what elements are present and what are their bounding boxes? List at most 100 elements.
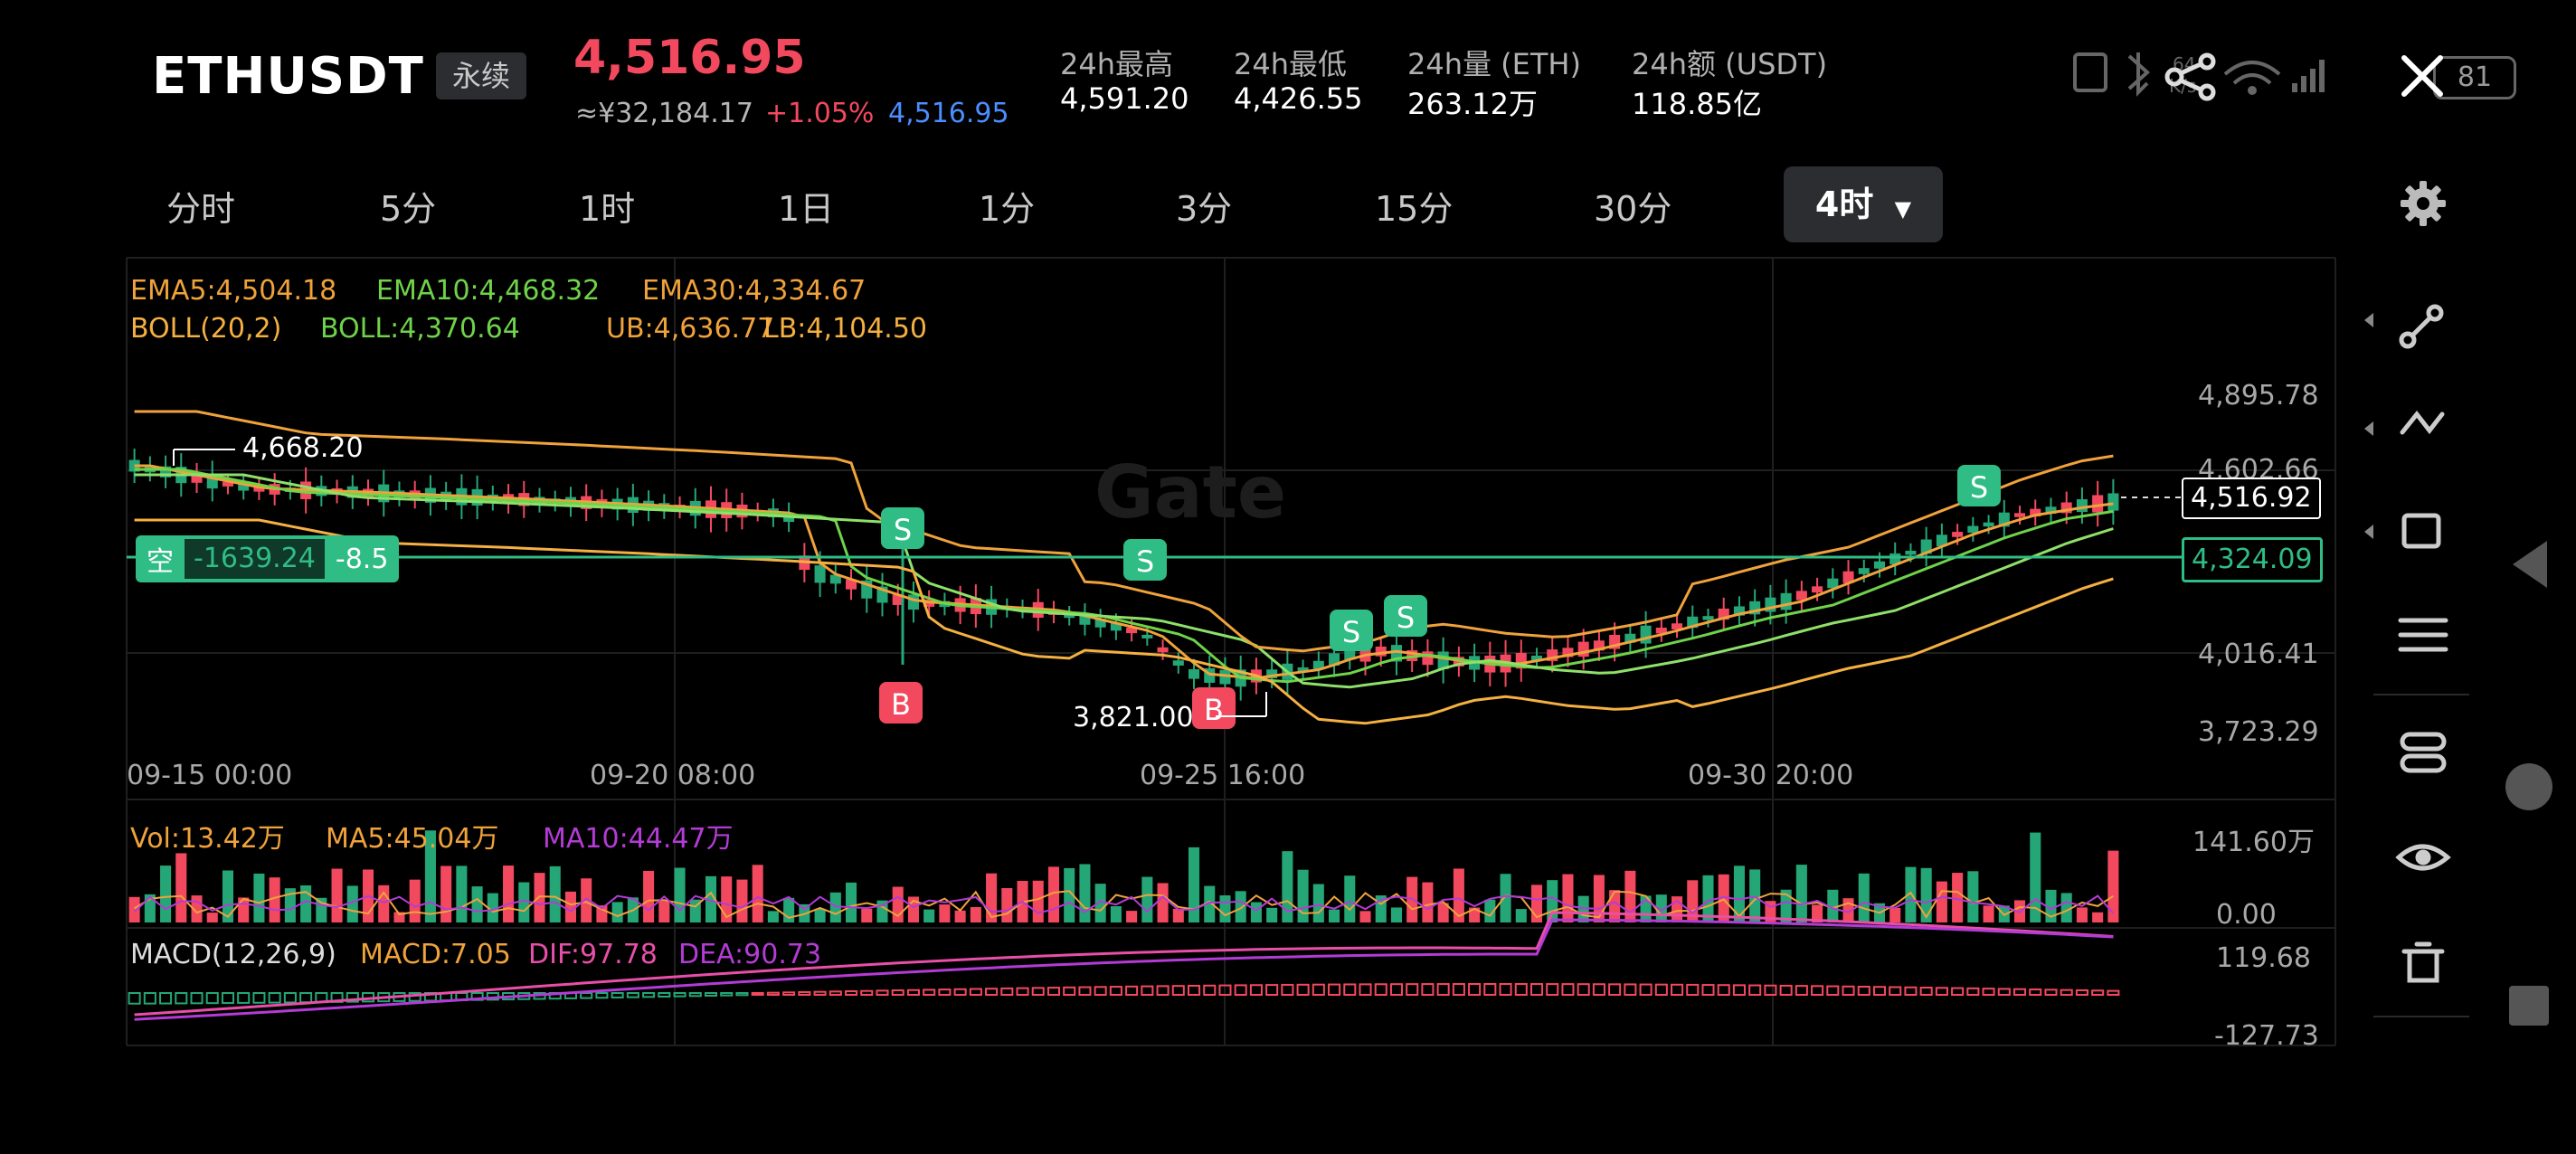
volume-bar: [1780, 889, 1792, 922]
macd-histogram-bar: [953, 988, 967, 997]
macd-histogram-bar: [1468, 983, 1482, 996]
macd-histogram-bar: [1982, 988, 1995, 996]
symbol-title[interactable]: ETHUSDT: [152, 47, 424, 106]
volume-bar: [1157, 883, 1169, 922]
sliders-icon[interactable]: [2398, 618, 2448, 652]
volume-bar: [581, 878, 592, 922]
ema30-value: EMA30:4,334.67: [642, 275, 867, 307]
connect-line-icon[interactable]: [2399, 304, 2444, 349]
macd-axis-min: -127.73: [2214, 1020, 2319, 1052]
volume-bar: [1329, 909, 1340, 922]
nfc-icon: [2073, 52, 2107, 92]
tab-15m[interactable]: 15分: [1375, 189, 1454, 229]
candle-body: [1312, 660, 1324, 669]
volume-bar: [440, 866, 452, 922]
ema10-line: [134, 468, 2114, 684]
macd-histogram-bar: [1125, 985, 1139, 996]
time-axis-label: 09-30 20:00: [1688, 760, 1854, 791]
gear-icon[interactable]: [2399, 179, 2448, 228]
perpetual-badge: 永续: [436, 52, 526, 99]
boll-lower-line: [134, 518, 2114, 725]
time-axis-label: 09-25 16:00: [1140, 760, 1306, 791]
candle-body: [846, 579, 857, 590]
volume-bar: [1469, 907, 1481, 922]
candle-body: [1297, 667, 1309, 673]
volume-bar: [1110, 905, 1122, 922]
mark-price: 4,516.95: [888, 98, 1009, 129]
volume-bar: [1515, 909, 1527, 922]
volume-ma5: MA5:45.04万: [326, 823, 499, 855]
candle-body: [1344, 650, 1356, 660]
macd-histogram-bar: [1997, 988, 2011, 996]
candle-body: [1702, 616, 1714, 620]
macd-histogram-bar: [1063, 986, 1076, 996]
position-badge[interactable]: 空 -1639.24 -8.5: [136, 535, 400, 582]
tab-timeshare[interactable]: 分时: [166, 189, 236, 229]
link-icon[interactable]: [2400, 732, 2447, 773]
volume-bar: [1359, 911, 1371, 922]
candle-body: [1983, 522, 1994, 527]
candle-body: [1064, 613, 1075, 619]
macd-histogram-bar: [1406, 983, 1419, 997]
buy-signal-label: B: [891, 687, 911, 722]
candle-body: [191, 473, 203, 483]
buy-signal: [879, 682, 923, 724]
candle-body: [1795, 591, 1807, 601]
tab-3m[interactable]: 3分: [1176, 189, 1233, 229]
volume-bar: [2030, 832, 2041, 922]
share-icon[interactable]: [2162, 52, 2221, 101]
macd-histogram-bar: [175, 992, 188, 1005]
macd-histogram-bar: [1046, 987, 1061, 997]
macd-histogram-bar: [1639, 983, 1653, 996]
macd-histogram-bar: [1156, 985, 1170, 997]
volume-axis-max: 141.60万: [2192, 827, 2315, 858]
volume-bar: [1547, 880, 1558, 922]
macd-histogram-bar: [658, 992, 671, 998]
tab-1d[interactable]: 1日: [778, 189, 835, 229]
macd-histogram-bar: [891, 989, 904, 997]
volume-bar: [611, 902, 623, 922]
home-icon[interactable]: [2505, 763, 2552, 810]
trend-icon[interactable]: [2400, 410, 2445, 435]
ema10-value: EMA10:4,468.32: [376, 275, 601, 307]
macd-histogram-bar: [1328, 983, 1341, 996]
tab-5m[interactable]: 5分: [380, 189, 437, 229]
volume-bar: [2076, 907, 2088, 922]
macd-histogram-bar: [1748, 984, 1762, 996]
candle-body: [2076, 499, 2088, 513]
recents-icon[interactable]: [2509, 986, 2549, 1026]
candle-body: [1827, 578, 1839, 589]
volume-bar: [1812, 904, 1823, 922]
macd-histogram-bar: [1717, 984, 1730, 997]
candle-body: [1172, 660, 1184, 666]
macd-histogram-bar: [1078, 986, 1092, 997]
low-marker: [1216, 692, 1267, 717]
macd-histogram-bar: [2091, 989, 2105, 997]
eye-icon[interactable]: [2395, 844, 2451, 871]
tab-1h[interactable]: 1时: [579, 189, 636, 229]
macd-histogram-bar: [2107, 989, 2120, 997]
trash-icon[interactable]: [2401, 941, 2445, 983]
dif-value: DIF:97.78: [528, 939, 658, 970]
stat-high-label: 24h最高: [1060, 47, 1174, 81]
volume-bar: [1702, 875, 1714, 922]
macd-histogram-bar: [1919, 987, 1933, 996]
candle-body: [1266, 669, 1278, 679]
volume-bar: [1484, 899, 1496, 922]
tab-30m[interactable]: 30分: [1594, 189, 1672, 229]
candle-body: [1672, 623, 1683, 629]
tab-4h-active[interactable]: 4时 ▼: [1784, 166, 1943, 242]
tab-1m[interactable]: 1分: [979, 189, 1036, 229]
close-icon[interactable]: [2397, 51, 2448, 101]
candle-body: [253, 486, 265, 492]
macd-histogram-bar: [1935, 987, 1948, 997]
price-axis-label: 4,016.41: [2198, 638, 2319, 670]
volume-bar: [456, 866, 468, 922]
volume-bar: [346, 885, 358, 922]
back-icon[interactable]: [2513, 541, 2547, 588]
position-size: -8.5: [335, 543, 389, 575]
rectangle-icon[interactable]: [2401, 513, 2441, 549]
current-price-tag: 4,516.92: [2182, 478, 2321, 519]
volume-bar: [1297, 869, 1309, 922]
